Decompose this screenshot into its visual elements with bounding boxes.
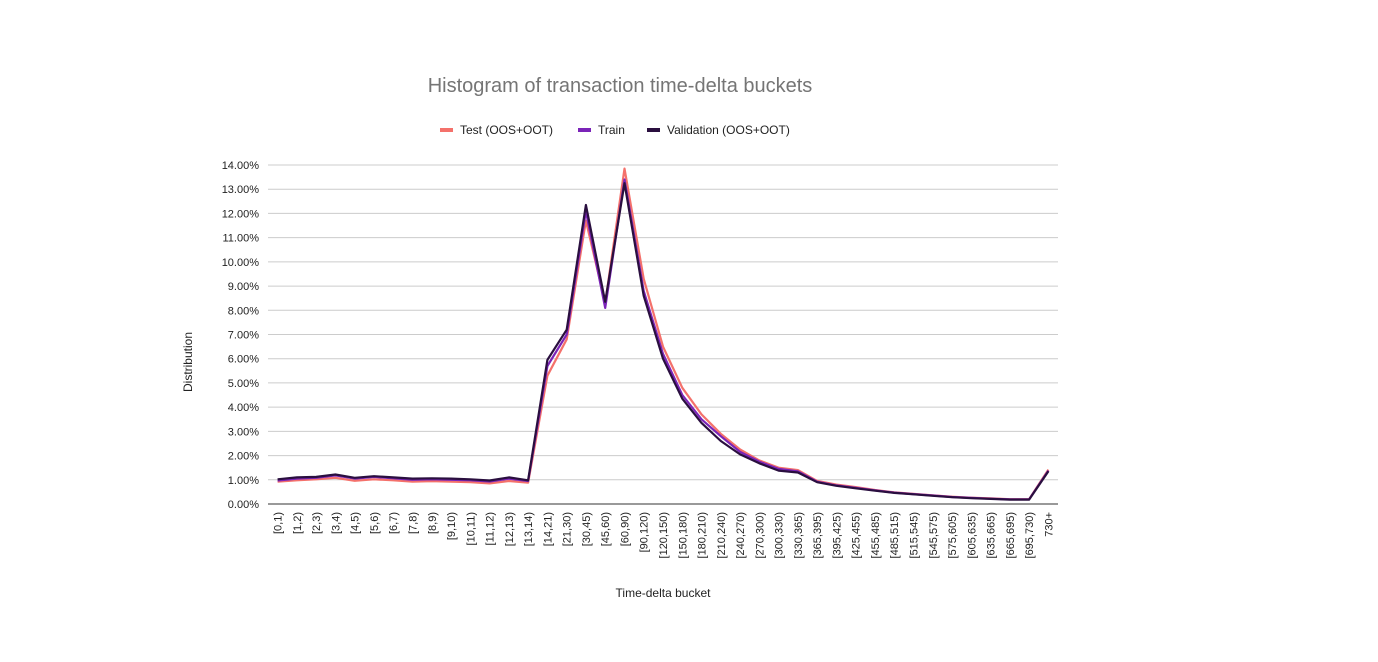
x-tick-label: [30,45) <box>581 512 593 546</box>
y-tick-label: 10.00% <box>222 257 260 269</box>
legend-swatch <box>440 128 453 132</box>
x-tick-label: 730+ <box>1043 512 1055 537</box>
legend-label: Validation (OOS+OOT) <box>667 123 790 137</box>
legend: Test (OOS+OOT) Train Validation (OOS+OOT) <box>440 123 790 137</box>
y-tick-label: 3.00% <box>228 426 259 438</box>
x-tick-label: [11,12) <box>485 512 497 545</box>
x-tick-label: [455,485) <box>870 512 882 558</box>
x-tick-label: [13,14) <box>523 512 535 546</box>
x-tick-label: [5,6) <box>369 512 381 534</box>
x-tick-label: [12,13) <box>504 512 516 546</box>
x-tick-label: [90,120) <box>639 512 651 552</box>
y-tick-label: 11.00% <box>223 233 260 245</box>
x-tick-label: [635,665) <box>986 512 998 558</box>
x-tick-label: [425,455) <box>851 512 863 558</box>
x-tick-label: [6,7) <box>388 512 400 534</box>
x-tick-label: [605,635) <box>966 512 978 558</box>
x-tick-label: [0,1) <box>273 512 285 534</box>
x-tick-label: [365,395) <box>812 512 824 558</box>
y-axis-ticks: 0.00% 1.00% 2.00% 3.00% 4.00% 5.00% 6.00% 7.00%… <box>222 160 260 511</box>
y-tick-label: 8.00% <box>228 305 259 317</box>
chart-title: Histogram of transaction time-delta buck… <box>428 75 813 97</box>
x-tick-label: [10,11) <box>465 512 477 545</box>
y-tick-label: 4.00% <box>228 402 259 414</box>
x-tick-label: [485,515) <box>889 512 901 558</box>
x-tick-label: [575,605) <box>947 512 959 558</box>
x-tick-label: [210,240) <box>716 512 728 558</box>
y-tick-label: 12.00% <box>222 208 260 220</box>
x-tick-label: [300,330) <box>774 512 786 558</box>
x-tick-label: [21,30) <box>562 512 574 546</box>
x-tick-label: [120,150) <box>658 512 670 558</box>
legend-swatch <box>578 128 591 132</box>
x-tick-label: [665,695) <box>1005 512 1017 558</box>
x-tick-label: [4,5) <box>350 512 362 534</box>
x-tick-label: [7,8) <box>408 512 420 534</box>
legend-swatch <box>647 128 660 132</box>
y-tick-label: 6.00% <box>228 354 259 366</box>
x-tick-label: [395,425) <box>831 512 843 558</box>
legend-label: Test (OOS+OOT) <box>460 123 553 137</box>
y-tick-label: 7.00% <box>228 330 259 342</box>
series-lines <box>277 167 1050 501</box>
x-tick-label: [3,4) <box>330 512 342 534</box>
x-axis-label: Time-delta bucket <box>616 586 712 600</box>
x-tick-label: [695,730) <box>1024 512 1036 558</box>
y-tick-label: 1.00% <box>228 475 259 487</box>
x-tick-label: [60,90) <box>619 512 631 546</box>
y-tick-label: 14.00% <box>222 160 260 172</box>
series-line <box>277 182 1050 501</box>
x-tick-label: [270,300) <box>754 512 766 558</box>
x-tick-label: [515,545) <box>908 512 920 558</box>
series-line <box>277 167 1050 501</box>
x-tick-label: [14,21) <box>542 512 554 546</box>
x-tick-label: [9,10) <box>446 512 458 540</box>
x-tick-label: [2,3) <box>311 512 323 534</box>
x-tick-label: [45,60) <box>600 512 612 546</box>
y-tick-label: 13.00% <box>222 184 260 196</box>
series-line <box>277 178 1050 501</box>
x-tick-label: [150,180) <box>677 512 689 558</box>
legend-label: Train <box>598 123 625 137</box>
gridlines <box>268 164 1058 481</box>
x-tick-label: [180,210) <box>697 512 709 558</box>
x-tick-label: [330,365) <box>793 512 805 558</box>
x-axis-ticks: [0,1) [1,2) [2,3) [3,4) [4,5) [5,6) [6,7) [7,8)… <box>273 512 1056 558</box>
x-tick-label: [8,9) <box>427 512 439 534</box>
x-tick-label: [545,575) <box>928 512 940 558</box>
x-tick-label: [1,2) <box>292 512 304 534</box>
x-tick-label: [240,270) <box>735 512 747 558</box>
y-axis-label: Distribution <box>181 332 195 392</box>
y-tick-label: 2.00% <box>228 451 259 463</box>
y-tick-label: 5.00% <box>228 378 259 390</box>
y-tick-label: 9.00% <box>228 281 259 293</box>
y-tick-label: 0.00% <box>228 499 259 511</box>
